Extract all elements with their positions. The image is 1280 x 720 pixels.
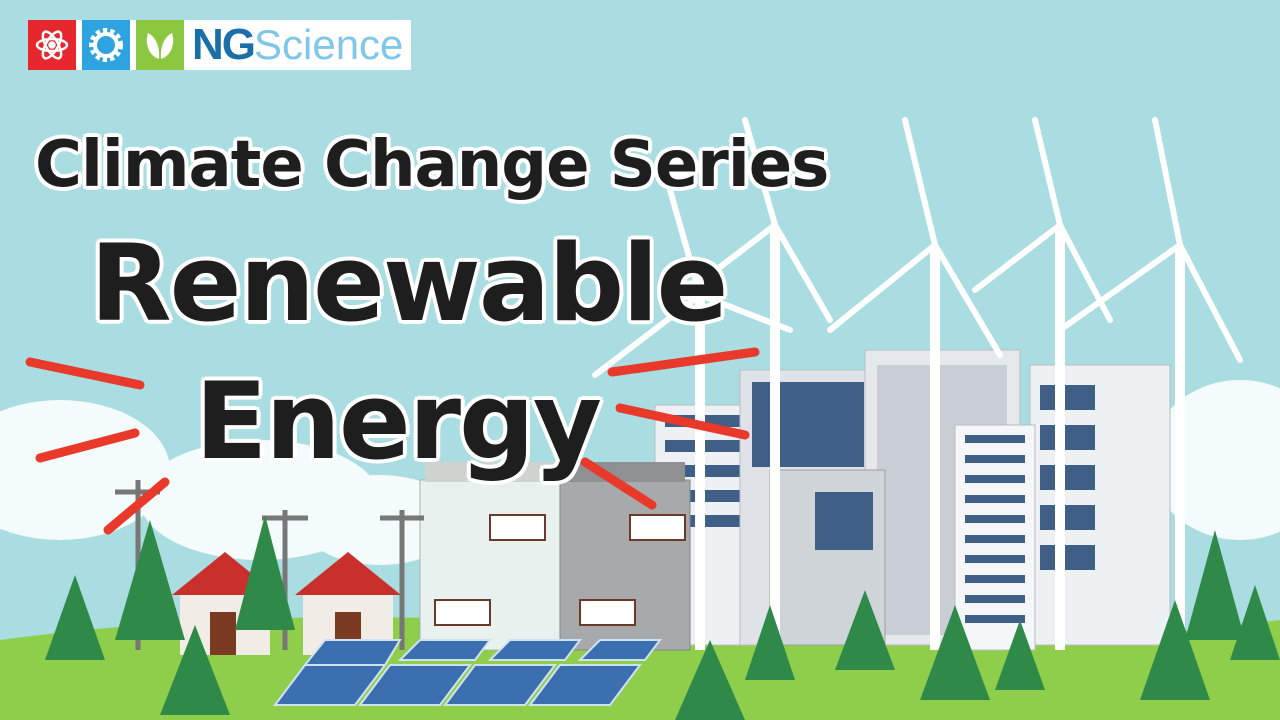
logo-ng-text: NG	[192, 20, 256, 69]
leaf-icon	[136, 20, 184, 70]
atom-icon	[28, 20, 76, 70]
solar-panels	[273, 639, 662, 706]
main-title-line1: Renewable	[90, 222, 728, 345]
main-title-line2: Energy	[195, 360, 602, 483]
series-title: Climate Change Series	[35, 128, 829, 202]
city-buildings	[419, 349, 1171, 651]
logo-science-text: Science	[254, 21, 404, 68]
trees	[45, 515, 1280, 720]
accent-strokes	[25, 347, 760, 535]
ngscience-logo: NG Science	[28, 20, 412, 70]
gear-icon	[82, 20, 130, 70]
wind-turbines	[592, 117, 1243, 650]
